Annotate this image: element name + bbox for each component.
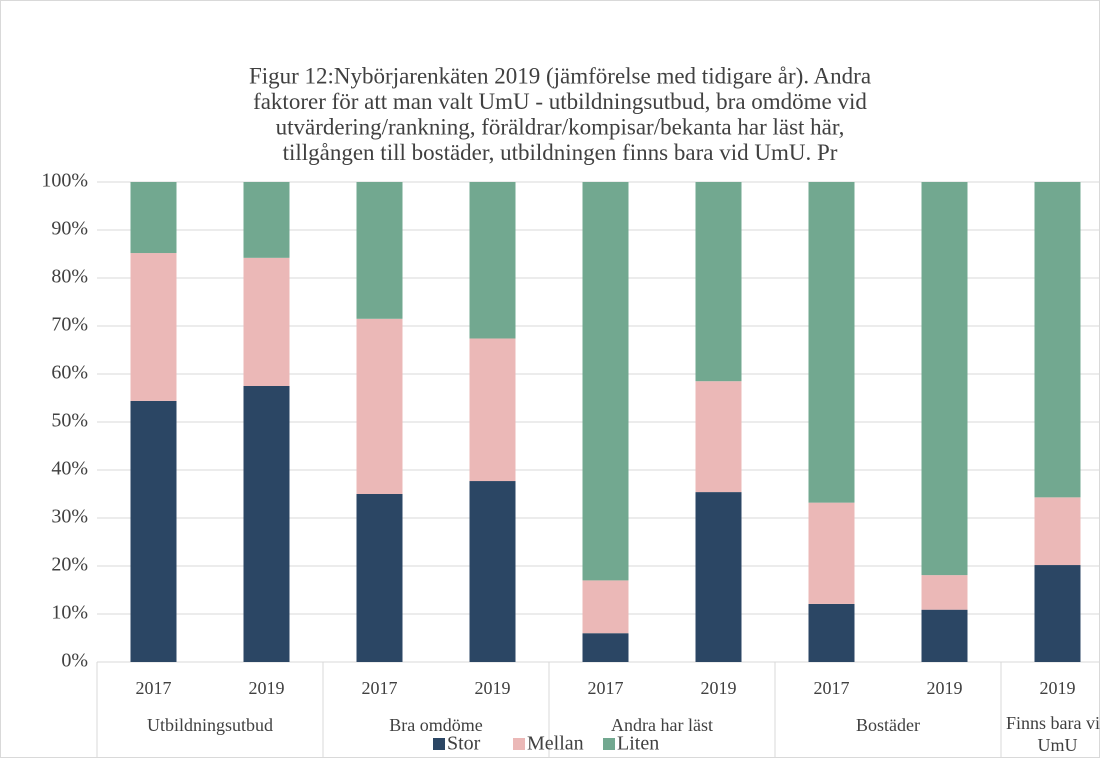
group-label: Bostäder: [856, 715, 920, 735]
x-tick-label: 2019: [475, 678, 511, 698]
bar-segment: [695, 182, 742, 382]
y-tick-label: 80%: [51, 266, 88, 288]
bar-segment: [582, 182, 629, 581]
bar-segment: [243, 257, 290, 386]
bar-segment: [469, 481, 516, 662]
group-label: Bra omdöme: [389, 715, 482, 735]
chart-title: Figur 12:Nybörjarenkäten 2019 (jämförels…: [249, 63, 871, 88]
legend-label: Stor: [447, 733, 481, 755]
legend-swatch: [513, 738, 525, 750]
y-tick-label: 20%: [51, 554, 88, 576]
bar-segment: [130, 400, 177, 662]
bar-segment: [808, 502, 855, 604]
y-tick-label: 100%: [41, 170, 88, 192]
y-tick-label: 60%: [51, 362, 88, 384]
bar-segment: [921, 575, 968, 610]
bar-segment: [1034, 497, 1081, 566]
chart-title: tillgången till bostäder, utbildningen f…: [283, 140, 838, 165]
legend-swatch: [603, 738, 615, 750]
bar-segment: [1034, 565, 1081, 662]
bar-segment: [243, 386, 290, 662]
legend-label: Liten: [617, 733, 659, 755]
bar-segment: [130, 182, 177, 254]
bar-segment: [356, 318, 403, 494]
y-tick-label: 70%: [51, 314, 88, 336]
chart-title: faktorer för att man valt UmU - utbildni…: [253, 89, 867, 114]
x-tick-label: 2019: [1040, 678, 1076, 698]
bar-segment: [582, 633, 629, 662]
x-tick-label: 2017: [136, 678, 172, 698]
x-tick-label: 2017: [814, 678, 850, 698]
y-tick-label: 30%: [51, 506, 88, 528]
x-tick-label: 2019: [701, 678, 737, 698]
y-tick-label: 0%: [61, 650, 88, 672]
bar-segment: [921, 609, 968, 662]
x-tick-label: 2019: [249, 678, 285, 698]
group-label: Andra har läst: [611, 715, 713, 735]
legend-label: Mellan: [527, 733, 584, 755]
bar-segment: [808, 182, 855, 503]
group-label: Finns bara vid UmU: [1006, 713, 1100, 755]
bar-segment: [695, 381, 742, 493]
bar-segment: [243, 182, 290, 258]
y-tick-label: 10%: [51, 602, 88, 624]
x-tick-label: 2017: [588, 678, 624, 698]
legend-swatch: [433, 738, 445, 750]
bar-segment: [582, 580, 629, 634]
bar-segment: [356, 182, 403, 319]
x-tick-label: 2017: [362, 678, 398, 698]
bar-segment: [469, 182, 516, 339]
bar-segment: [695, 492, 742, 662]
bar-segment: [356, 494, 403, 662]
chart-title: utvärdering/rankning, föräldrar/kompisar…: [276, 114, 845, 139]
y-tick-label: 90%: [51, 218, 88, 240]
bar-segment: [469, 338, 516, 482]
bar-segment: [130, 253, 177, 401]
y-tick-label: 40%: [51, 458, 88, 480]
bar-segment: [808, 603, 855, 662]
y-tick-label: 50%: [51, 410, 88, 432]
bar-segment: [921, 182, 968, 576]
x-tick-label: 2019: [927, 678, 963, 698]
bar-segment: [1034, 182, 1081, 498]
group-label: Utbildningsutbud: [147, 715, 273, 735]
